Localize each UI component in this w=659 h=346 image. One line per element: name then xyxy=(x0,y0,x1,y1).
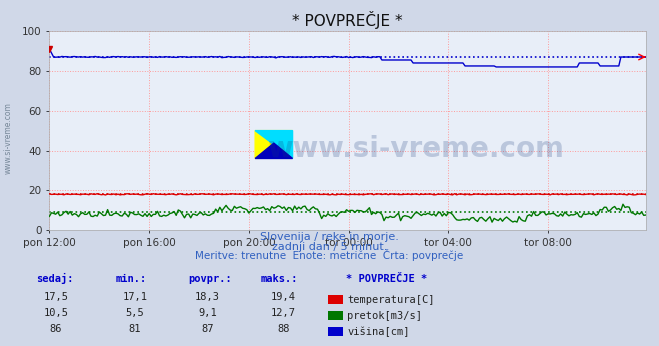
Text: zadnji dan / 5 minut.: zadnji dan / 5 minut. xyxy=(272,242,387,252)
Text: 17,5: 17,5 xyxy=(43,292,69,302)
Polygon shape xyxy=(255,131,293,158)
Text: min.:: min.: xyxy=(115,274,146,284)
Text: 12,7: 12,7 xyxy=(271,308,296,318)
Text: 5,5: 5,5 xyxy=(126,308,144,318)
Text: pretok[m3/s]: pretok[m3/s] xyxy=(347,311,422,321)
Text: višina[cm]: višina[cm] xyxy=(347,327,410,337)
Text: * POVPREČJE *: * POVPREČJE * xyxy=(346,274,427,284)
Text: maks.:: maks.: xyxy=(260,274,298,284)
Text: www.si-vreme.com: www.si-vreme.com xyxy=(267,135,563,163)
Text: 86: 86 xyxy=(50,324,62,334)
Polygon shape xyxy=(255,143,293,158)
Text: 87: 87 xyxy=(202,324,214,334)
Text: www.si-vreme.com: www.si-vreme.com xyxy=(3,102,13,174)
Text: 19,4: 19,4 xyxy=(271,292,296,302)
Polygon shape xyxy=(255,131,293,158)
Text: 88: 88 xyxy=(277,324,289,334)
Text: Meritve: trenutne  Enote: metrične  Črta: povprečje: Meritve: trenutne Enote: metrične Črta: … xyxy=(195,249,464,261)
Text: 9,1: 9,1 xyxy=(198,308,217,318)
Text: 18,3: 18,3 xyxy=(195,292,220,302)
Text: 17,1: 17,1 xyxy=(123,292,148,302)
Text: 10,5: 10,5 xyxy=(43,308,69,318)
Text: Slovenija / reke in morje.: Slovenija / reke in morje. xyxy=(260,233,399,243)
Text: sedaj:: sedaj: xyxy=(36,273,74,284)
Text: 81: 81 xyxy=(129,324,141,334)
Text: temperatura[C]: temperatura[C] xyxy=(347,295,435,305)
Text: povpr.:: povpr.: xyxy=(188,274,231,284)
Title: * POVPREČJE *: * POVPREČJE * xyxy=(293,11,403,29)
